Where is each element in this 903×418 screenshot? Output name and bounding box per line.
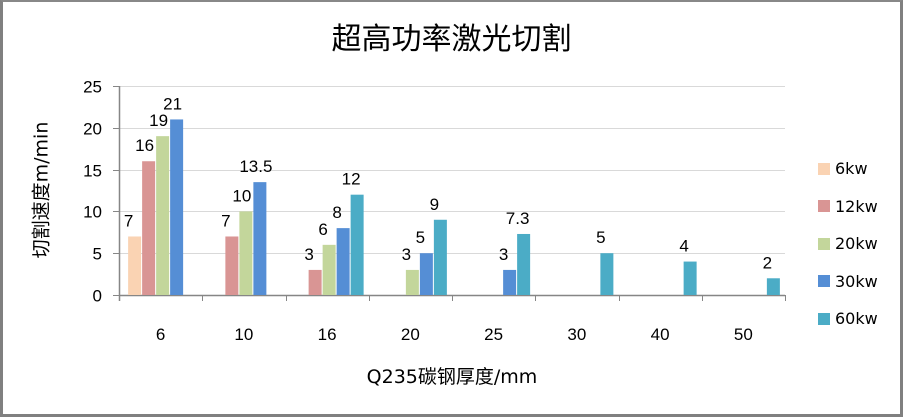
data-label: 16 [135,136,154,155]
data-label: 21 [163,94,182,113]
legend-label: 60kw [835,309,878,329]
data-label: 2 [763,253,772,272]
legend-swatch [818,162,830,175]
data-label: 6 [318,220,327,239]
x-tick-label: 30 [567,325,586,344]
bar-12kw [142,161,156,295]
bar-60kw [766,278,780,295]
bar-30kw [419,253,433,295]
legend-item: 6kw [818,150,878,188]
data-label: 12 [342,170,361,189]
data-label: 4 [679,237,688,256]
data-label: 13.5 [239,157,272,176]
y-tick-label: 20 [83,120,102,139]
data-label: 3 [402,245,411,264]
bar-20kw [322,244,336,295]
data-label: 9 [430,195,439,214]
bar-12kw [308,269,322,295]
bar-60kw [600,253,614,295]
x-tick-label: 40 [651,325,670,344]
data-label: 7 [124,211,133,230]
y-tick-label: 10 [83,203,102,222]
chart-title: 超高功率激光切割 [331,22,572,57]
bar-20kw [239,211,253,295]
y-tick-label: 15 [83,162,102,181]
x-tick-label: 50 [734,325,753,344]
legend-label: 12kw [835,196,878,216]
y-tick-label: 25 [83,78,102,97]
bar-20kw [405,269,419,295]
data-label: 5 [416,228,425,247]
bar-30kw [170,119,184,295]
bar-60kw [433,219,447,295]
bar-60kw [350,194,364,295]
y-tick-label: 0 [93,287,102,306]
bar-30kw [253,182,267,295]
data-label: 3 [499,245,508,264]
data-label: 5 [596,228,605,247]
x-axis-label: Q235碳钢厚度/mm [366,366,538,388]
data-label: 7.3 [506,209,530,228]
x-tick-label: 10 [234,325,253,344]
data-label: 10 [232,186,251,205]
y-tick-label: 5 [93,245,102,264]
legend-item: 20kw [818,225,878,263]
legend-swatch [818,237,830,250]
x-tick-label: 16 [318,325,337,344]
legend-swatch [818,312,830,325]
legend-item: 30kw [818,263,878,301]
legend-swatch [818,200,830,213]
data-label: 3 [304,245,313,264]
bar-30kw [336,228,350,295]
x-tick-label: 6 [156,325,165,344]
bar-60kw [517,233,531,295]
legend-item: 60kw [818,300,878,338]
bar-60kw [683,261,697,295]
bar-30kw [503,269,517,295]
bar-20kw [156,136,170,295]
data-label: 7 [221,211,230,230]
x-tick-label: 20 [401,325,420,344]
legend-label: 6kw [835,159,868,179]
legend-label: 30kw [835,271,878,291]
bar-12kw [225,236,239,295]
data-label: 19 [149,111,168,130]
x-tick-label: 25 [484,325,503,344]
bar-6kw [128,236,142,295]
legend-item: 12kw [818,188,878,226]
legend: 6kw 12kw 20kw 30kw 60kw [818,150,878,338]
legend-swatch [818,275,830,288]
data-label: 8 [332,203,341,222]
legend-label: 20kw [835,234,878,254]
